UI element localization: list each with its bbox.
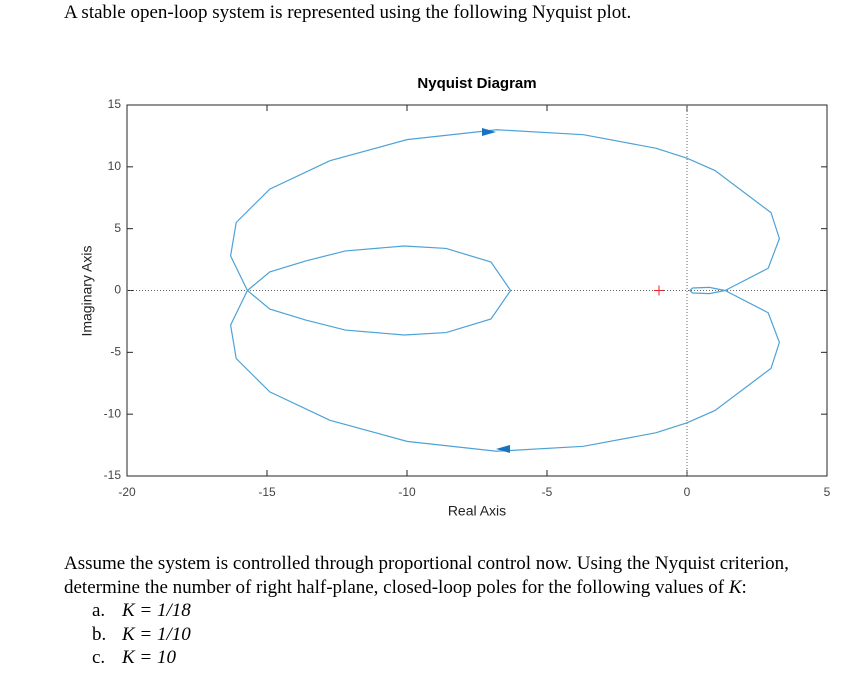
item: b. K = 1/10 bbox=[92, 624, 191, 646]
y-tick-label: -10 bbox=[104, 406, 122, 420]
x-tick-label: -10 bbox=[398, 485, 416, 499]
x-axis-label: Real Axis bbox=[448, 503, 506, 519]
chart-title: Nyquist Diagram bbox=[417, 75, 536, 92]
y-tick-label: -5 bbox=[110, 345, 121, 359]
direction-arrow bbox=[496, 445, 510, 453]
x-tick-label: -15 bbox=[258, 485, 276, 499]
item-label: a. bbox=[92, 600, 106, 621]
item-label: b. bbox=[92, 623, 107, 645]
nyquist-curve bbox=[229, 129, 781, 452]
y-tick-label: 10 bbox=[108, 159, 122, 173]
item-label: c. bbox=[92, 647, 106, 668]
item: a. K = 1/18 bbox=[92, 600, 191, 622]
x-tick-label: -5 bbox=[542, 485, 553, 499]
question-line: determine the number of right half-plane… bbox=[64, 577, 747, 599]
x-tick-label: 5 bbox=[824, 485, 831, 499]
critical-point bbox=[654, 285, 664, 296]
item-expr: K = 10 bbox=[122, 647, 176, 668]
header: A stable open-loop system is represented… bbox=[64, 2, 632, 23]
direction-arrow bbox=[482, 128, 496, 136]
y-axis-label: Imaginary Axis bbox=[79, 245, 95, 336]
item-expr: K = 1/18 bbox=[122, 600, 191, 621]
y-tick-label: -15 bbox=[104, 468, 122, 482]
y-tick-label: 15 bbox=[108, 97, 122, 111]
question-end: : bbox=[741, 577, 747, 598]
item-expr: K = 1/10 bbox=[122, 623, 191, 645]
variable: K bbox=[728, 577, 742, 598]
x-tick-label: -20 bbox=[118, 485, 136, 499]
y-tick-label: 0 bbox=[114, 283, 121, 297]
item: c. K = 10 bbox=[92, 647, 176, 669]
y-tick-label: 5 bbox=[114, 221, 121, 235]
question-line: Assume the system is controlled through … bbox=[64, 553, 789, 574]
question-text: determine the number of right half-plane… bbox=[64, 577, 729, 598]
chart: Nyquist Diagram Real Axis Imaginary Axis… bbox=[79, 75, 831, 519]
x-tick-label: 0 bbox=[684, 485, 691, 499]
